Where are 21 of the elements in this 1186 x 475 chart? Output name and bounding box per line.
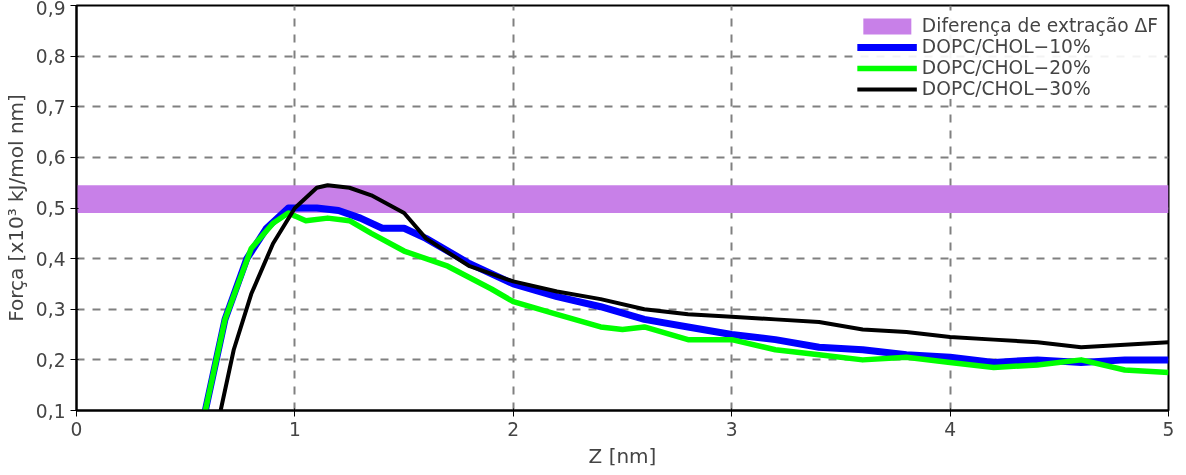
legend-label: DOPC/CHOL−20% [921,57,1091,78]
x-axis-title: Z [nm] [588,443,657,468]
x-tick-label: 5 [1162,418,1175,440]
y-tick-label: 0,3 [35,299,66,321]
legend-label: DOPC/CHOL−30% [921,78,1091,99]
x-tick-label: 3 [725,418,738,440]
y-tick-label: 0,6 [35,147,66,169]
x-tick-label: 2 [507,418,520,440]
y-tick-label: 0,9 [35,0,66,19]
y-tick-label: 0,5 [35,198,66,219]
x-tick-label: 4 [944,418,957,440]
y-tick-label: 0,1 [35,400,66,422]
y-tick-label: 0,7 [35,96,66,118]
y-tick-label: 0,2 [35,349,66,371]
x-tick-label: 0 [70,418,83,440]
y-axis-title: Força [x10³ kJ/mol nm] [3,94,28,322]
x-tick-label: 1 [288,418,301,440]
y-tick-label: 0,4 [35,248,66,270]
legend-label: DOPC/CHOL−10% [921,36,1091,57]
legend-label: Diferença de extração ΔF [921,15,1158,36]
y-tick-label: 0,8 [35,46,66,68]
